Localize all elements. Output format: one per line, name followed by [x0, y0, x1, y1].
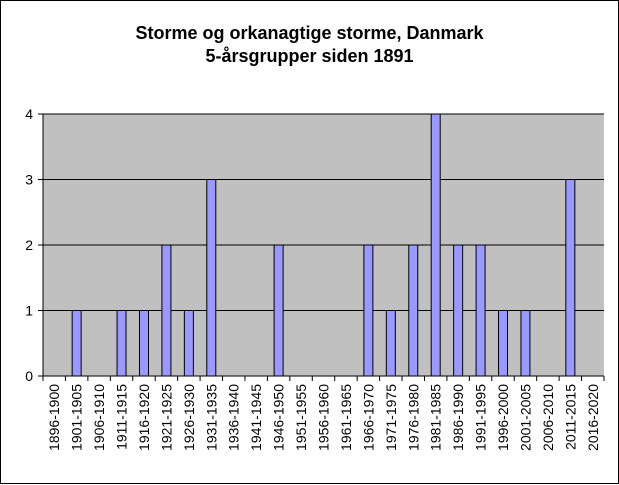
x-tick-label: 1991-1995: [473, 384, 489, 451]
y-tick-label: 4: [25, 106, 33, 122]
x-tick-label: 2011-2015: [562, 384, 578, 450]
bar: [116, 310, 127, 377]
y-axis-ticks: 0 1 2 3 4: [25, 106, 43, 384]
x-tick-label: 1971-1975: [383, 384, 399, 451]
y-tick-label: 3: [25, 172, 33, 188]
x-tick-label: 1926-1930: [181, 384, 197, 451]
bar: [385, 310, 396, 377]
bar: [161, 244, 172, 377]
x-tick-label: 1951-1955: [293, 384, 309, 451]
x-tick-label: 1921-1925: [158, 384, 174, 451]
x-tick-label: 1906-1910: [91, 384, 107, 451]
y-tick-label: 1: [25, 303, 33, 319]
x-tick-label: 1976-1980: [405, 384, 421, 451]
x-tick-label: 2001-2005: [517, 384, 533, 451]
x-tick-label: 1986-1990: [450, 384, 466, 451]
bar: [138, 310, 149, 377]
bar: [565, 179, 576, 377]
x-tick-label: 1956-1960: [316, 384, 332, 451]
chart-title-block: Storme og orkanagtige storme, Danmark 5-…: [0, 22, 619, 68]
x-tick-label: 1996-2000: [495, 384, 511, 451]
bar: [498, 310, 509, 377]
y-tick-label: 2: [25, 237, 33, 253]
bar: [520, 310, 531, 377]
bar: [71, 310, 82, 377]
x-tick-label: 1961-1965: [338, 384, 354, 451]
x-tick-label: 1901-1905: [69, 384, 85, 451]
bar: [408, 244, 419, 377]
x-tick-label: 1916-1920: [136, 384, 152, 451]
chart-subtitle: 5-årsgrupper siden 1891: [205, 46, 414, 66]
x-tick-label: 1936-1940: [226, 384, 242, 451]
bar: [453, 244, 464, 377]
bar: [430, 113, 441, 377]
bar: [475, 244, 486, 377]
bar: [363, 244, 374, 377]
x-tick-label: 1981-1985: [428, 384, 444, 451]
x-tick-label: 1946-1950: [271, 384, 287, 451]
x-tick-label: 1941-1945: [248, 384, 264, 451]
y-tick-label: 0: [25, 368, 33, 384]
x-tick-label: 1931-1935: [203, 384, 219, 451]
x-axis-ticks: 1896-1900 1901-1905 1906-1910 1911-1915 1916…: [42, 376, 605, 451]
x-tick-label: 1911-1915: [114, 384, 130, 450]
bar: [273, 244, 284, 377]
bar: [183, 310, 194, 377]
bar: [206, 179, 217, 377]
gridlines: [43, 113, 604, 311]
x-tick-label: 1966-1970: [360, 384, 376, 451]
x-tick-label: 2006-2010: [540, 384, 556, 451]
x-tick-label: 1896-1900: [46, 384, 62, 451]
chart-title: Storme og orkanagtige storme, Danmark: [135, 23, 484, 43]
x-tick-label: 2016-2020: [585, 384, 601, 451]
